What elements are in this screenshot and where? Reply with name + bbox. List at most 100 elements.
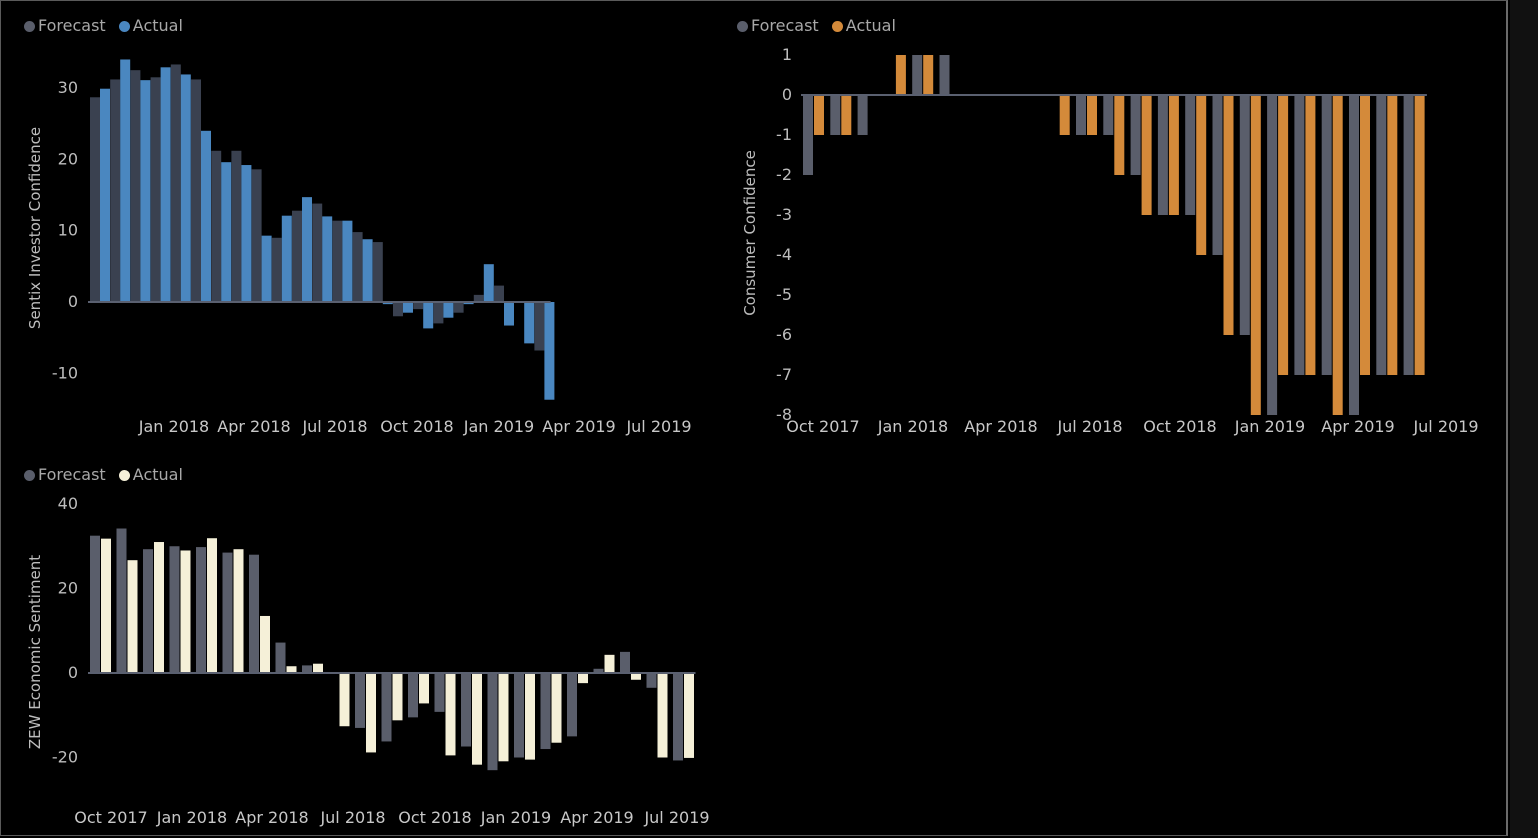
- actual-bar: [445, 673, 456, 756]
- actual-bar: [100, 88, 110, 302]
- actual-bar: [814, 95, 824, 135]
- forecast-bar: [271, 237, 282, 302]
- actual-bar: [631, 673, 641, 680]
- forecast-bar: [540, 673, 551, 750]
- y-tick-label: 1: [782, 45, 792, 64]
- y-tick-label: 0: [68, 663, 78, 682]
- y-tick-label: 40: [58, 494, 78, 513]
- actual-bar: [281, 215, 292, 302]
- x-tick-label: Oct 2018: [380, 417, 453, 436]
- y-tick-label: -5: [776, 285, 792, 304]
- forecast-bar: [90, 97, 100, 302]
- actual-bar: [207, 538, 217, 673]
- forecast-bar: [352, 232, 363, 302]
- forecast-bar: [292, 210, 302, 302]
- forecast-bar: [381, 673, 392, 742]
- forecast-bar: [332, 220, 343, 302]
- actual-bar: [1387, 95, 1398, 375]
- y-axis-label: Consumer Confidence: [741, 150, 759, 316]
- forecast-bar: [830, 95, 841, 135]
- x-tick-label: Oct 2017: [74, 808, 147, 827]
- actual-bar: [525, 673, 535, 760]
- actual-bar: [483, 264, 494, 302]
- forecast-bar: [1130, 95, 1141, 175]
- actual-bar: [140, 80, 151, 302]
- actual-bar: [180, 550, 191, 673]
- forecast-bar: [116, 528, 127, 673]
- actual-bar: [504, 302, 514, 326]
- forecast-bar: [534, 302, 545, 351]
- x-tick-label: Oct 2018: [398, 808, 471, 827]
- actual-bar: [261, 235, 272, 302]
- actual-bar: [221, 162, 232, 302]
- forecast-bar: [1103, 95, 1114, 135]
- forecast-bar: [355, 673, 365, 728]
- legend-item-forecast[interactable]: Forecast: [24, 16, 106, 35]
- legend-item-actual[interactable]: Actual: [118, 465, 183, 484]
- forecast-bar: [1349, 95, 1359, 415]
- x-tick-label: Oct 2018: [1143, 417, 1216, 436]
- y-tick-label: -7: [776, 365, 792, 384]
- forecast-bar: [249, 554, 259, 673]
- zew-legend: Forecast Actual: [24, 465, 191, 484]
- actual-bar: [578, 673, 588, 684]
- actual-bar: [524, 302, 535, 344]
- forecast-bar: [110, 79, 121, 302]
- legend-item-actual[interactable]: Actual: [118, 16, 183, 35]
- forecast-bar: [196, 547, 206, 673]
- actual-bar: [684, 673, 694, 758]
- consumer-legend: Forecast Actual: [737, 16, 904, 35]
- actual-bar: [302, 197, 312, 302]
- forecast-dot-icon: [24, 470, 35, 481]
- actual-bar: [403, 302, 413, 313]
- dashboard-frame: [0, 0, 1508, 836]
- x-tick-label: Jul 2019: [643, 808, 709, 827]
- forecast-bar: [453, 302, 464, 313]
- forecast-bar: [222, 552, 233, 673]
- y-tick-label: 0: [782, 85, 792, 104]
- forecast-bar: [393, 302, 403, 317]
- actual-bar: [923, 55, 934, 95]
- y-tick-label: 0: [68, 292, 78, 311]
- actual-bar: [342, 220, 353, 302]
- forecast-bar: [191, 79, 201, 302]
- forecast-bar: [1185, 95, 1196, 215]
- forecast-bar: [251, 169, 262, 302]
- y-tick-label: 20: [58, 579, 78, 598]
- forecast-bar: [803, 95, 813, 175]
- forecast-bar: [312, 203, 323, 302]
- actual-bar: [1360, 95, 1370, 375]
- forecast-bar: [302, 665, 312, 673]
- y-tick-label: -1: [776, 125, 792, 144]
- x-tick-label: Jul 2018: [1056, 417, 1122, 436]
- actual-bar: [472, 673, 482, 765]
- actual-bar: [1305, 95, 1316, 375]
- actual-bar: [1168, 95, 1179, 215]
- actual-bar: [260, 615, 270, 673]
- actual-bar: [241, 165, 252, 302]
- x-tick-label: Apr 2019: [542, 417, 615, 436]
- actual-bar: [362, 239, 373, 302]
- y-axis-label: ZEW Economic Sentiment: [26, 555, 44, 749]
- actual-bar: [841, 95, 852, 135]
- scrollbar-gutter[interactable]: [1510, 0, 1538, 838]
- y-tick-label: 20: [58, 149, 78, 168]
- legend-item-forecast[interactable]: Forecast: [24, 465, 106, 484]
- x-tick-label: Jan 2018: [138, 417, 209, 436]
- y-tick-label: 30: [58, 78, 78, 97]
- actual-bar: [1250, 95, 1261, 415]
- x-tick-label: Jan 2019: [463, 417, 534, 436]
- forecast-dot-icon: [24, 21, 35, 32]
- y-tick-label: -2: [776, 165, 792, 184]
- actual-bar: [127, 560, 138, 673]
- forecast-bar: [567, 673, 577, 737]
- y-tick-label: 10: [58, 221, 78, 240]
- actual-bar: [382, 302, 393, 305]
- forecast-bar: [939, 55, 950, 95]
- actual-bar: [366, 673, 376, 753]
- forecast-dot-icon: [737, 21, 748, 32]
- legend-item-actual[interactable]: Actual: [831, 16, 896, 35]
- legend-item-forecast[interactable]: Forecast: [737, 16, 819, 35]
- actual-bar: [201, 130, 211, 302]
- x-tick-label: Jan 2019: [1234, 417, 1305, 436]
